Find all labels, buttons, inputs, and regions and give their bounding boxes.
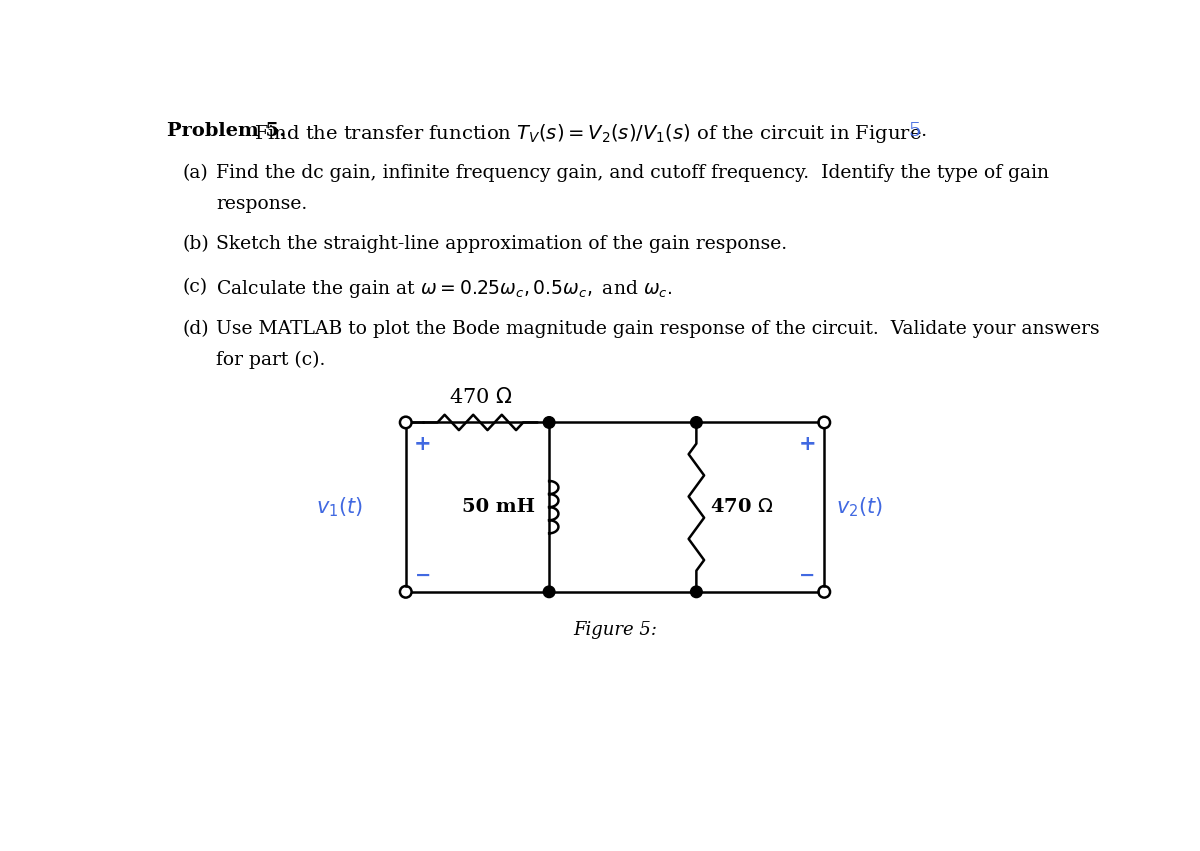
Text: 470 $\Omega$: 470 $\Omega$ [710, 498, 774, 517]
Text: (d): (d) [182, 320, 209, 338]
Text: Figure 5:: Figure 5: [574, 621, 658, 639]
Text: $v_1(t)$: $v_1(t)$ [316, 495, 364, 519]
Text: 470 $\Omega$: 470 $\Omega$ [449, 387, 512, 407]
Circle shape [544, 417, 554, 428]
Text: 5: 5 [908, 123, 920, 140]
Circle shape [544, 586, 554, 597]
Text: .: . [920, 123, 926, 140]
Text: Calculate the gain at $\omega = 0.25\omega_c, 0.5\omega_c,$ and $\omega_c.$: Calculate the gain at $\omega = 0.25\ome… [216, 277, 672, 300]
Text: (b): (b) [182, 236, 209, 254]
Text: Sketch the straight-line approximation of the gain response.: Sketch the straight-line approximation o… [216, 236, 787, 254]
Circle shape [690, 417, 702, 428]
Text: −: − [799, 565, 815, 585]
Text: −: − [415, 565, 431, 585]
Text: Problem 5.: Problem 5. [167, 123, 286, 140]
Text: 50 mH: 50 mH [462, 498, 535, 517]
Text: Find the transfer function $T_V(s) = V_2(s)/V_1(s)$ of the circuit in Figure: Find the transfer function $T_V(s) = V_2… [254, 123, 923, 146]
Text: +: + [798, 434, 816, 454]
Text: +: + [414, 434, 432, 454]
Circle shape [690, 586, 702, 597]
Text: for part (c).: for part (c). [216, 351, 325, 369]
Text: response.: response. [216, 195, 307, 214]
Text: (c): (c) [182, 277, 208, 295]
Text: Find the dc gain, infinite frequency gain, and cutoff frequency.  Identify the t: Find the dc gain, infinite frequency gai… [216, 164, 1049, 182]
Text: $v_2(t)$: $v_2(t)$ [836, 495, 883, 519]
Text: (a): (a) [182, 164, 209, 182]
Text: Use MATLAB to plot the Bode magnitude gain response of the circuit.  Validate yo: Use MATLAB to plot the Bode magnitude ga… [216, 320, 1099, 338]
